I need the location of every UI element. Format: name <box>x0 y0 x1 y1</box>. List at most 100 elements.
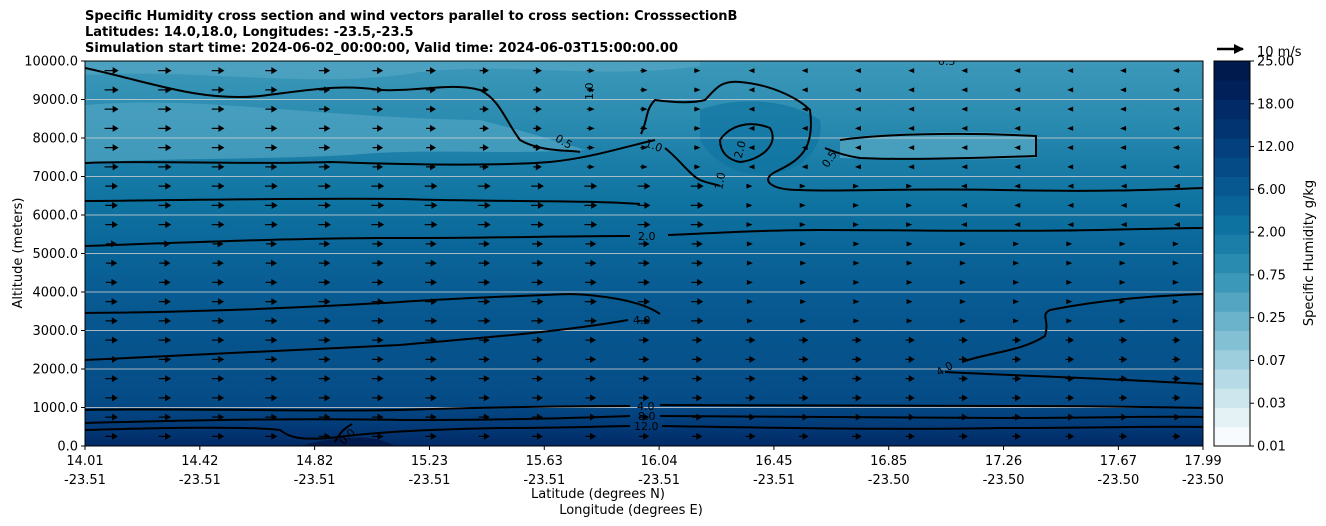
dry-layer-left <box>85 102 585 163</box>
wind-arrow-head <box>165 105 172 113</box>
wind-arrow-head <box>111 375 118 383</box>
wind-arrow-head <box>111 278 118 286</box>
wind-arrow-head <box>908 394 915 402</box>
wind-arrow-head <box>852 202 859 208</box>
wind-arrow-head <box>853 299 860 305</box>
wind-arrow-head <box>218 336 225 344</box>
wind-arrow-head <box>588 106 595 112</box>
wind-arrow-head <box>165 163 172 171</box>
wind-arrow-head <box>483 432 490 440</box>
x-tick-label-lat: 17.67 <box>1100 454 1137 469</box>
wind-arrow-head <box>218 317 225 325</box>
colorbar-level <box>1214 118 1250 139</box>
wind-arrow-head <box>961 355 968 363</box>
contour-2-0-blob <box>718 123 774 164</box>
colorbar-level <box>1214 272 1250 293</box>
wind-arrow-head <box>377 432 384 440</box>
wind-arrow-head <box>908 355 915 363</box>
wind-arrow-head <box>535 124 542 132</box>
wind-arrow-head <box>111 355 118 363</box>
wind-arrow-head <box>853 318 860 324</box>
contour-label: 1.0 <box>643 137 664 155</box>
wind-arrow-head <box>111 240 118 248</box>
contour-1-0-center <box>640 80 1203 192</box>
wind-arrow-head <box>1172 241 1179 247</box>
wind-arrow-head <box>1174 355 1181 363</box>
x-tick-label-lon: -23.51 <box>408 473 450 488</box>
wind-arrow-head <box>854 87 861 93</box>
wind-arrow-head <box>855 394 862 402</box>
wind-arrow-head <box>961 145 968 151</box>
wind-arrow-head <box>906 318 913 324</box>
wind-arrow-head <box>906 260 913 266</box>
wind-arrow-head <box>801 87 808 93</box>
wind-arrow-head <box>749 413 756 421</box>
wind-arrow-head <box>1174 394 1181 402</box>
wind-arrow-head <box>643 413 650 421</box>
wind-arrow-head <box>324 163 331 171</box>
y-tick-label: 9000.0 <box>33 93 79 108</box>
wind-arrow-head <box>324 317 331 325</box>
wind-arrow-head <box>854 145 861 151</box>
wind-arrow-head <box>112 124 119 132</box>
colorbar-tick-label: 18.00 <box>1257 97 1294 112</box>
wind-arrow-head <box>377 355 384 363</box>
wind-arrow-head <box>378 182 385 190</box>
wind-arrow-head <box>324 298 331 306</box>
wind-arrow-head <box>377 298 384 306</box>
colorbar-level <box>1214 61 1250 81</box>
wind-arrow-head <box>536 413 543 421</box>
wind-arrow-head <box>1066 318 1073 324</box>
wind-arrow-head <box>694 145 701 151</box>
wind-arrow-head <box>855 355 862 363</box>
dry-patch-right <box>840 132 1036 160</box>
wind-arrow-head <box>696 432 703 440</box>
wind-arrow-head <box>430 259 437 267</box>
wind-arrow-head <box>218 355 225 363</box>
wind-arrow-head <box>271 221 278 229</box>
wind-arrow-head <box>959 241 966 247</box>
contour-lines <box>85 67 1203 443</box>
wind-arrow-head <box>1013 241 1020 247</box>
wind-arrow-head <box>537 240 544 248</box>
x-tick-label-lat: 17.26 <box>985 454 1022 469</box>
wind-arrow-head <box>271 86 278 94</box>
wind-arrow-head <box>377 259 384 267</box>
wind-arrow-head <box>165 317 172 325</box>
wind-arrow-head <box>271 355 278 363</box>
wind-arrow-head <box>802 355 809 363</box>
x-tick-label-lat: 16.85 <box>870 454 907 469</box>
wind-arrow-head <box>697 317 704 325</box>
wind-arrow-head <box>165 394 172 402</box>
wind-arrow-head <box>1172 260 1179 266</box>
wind-arrow-head <box>430 278 437 286</box>
colorbar-level <box>1214 234 1250 254</box>
wind-arrow-head <box>906 183 913 189</box>
wind-arrow-head <box>484 182 491 190</box>
wind-arrow-head <box>483 355 490 363</box>
wind-arrow-head <box>1014 164 1021 170</box>
wind-arrow-head <box>218 182 225 190</box>
colorbar-level <box>1214 426 1250 447</box>
y-tick-label: 6000.0 <box>33 209 79 224</box>
x-tick-label-lon: -23.50 <box>983 473 1025 488</box>
wind-arrow-head <box>591 201 598 209</box>
wind-arrow-head <box>855 432 862 440</box>
wind-arrow-head <box>1121 432 1128 440</box>
contour-4-0-lower <box>85 404 1203 412</box>
wind-arrow-head <box>588 68 595 74</box>
wind-arrow-head <box>430 394 437 402</box>
wind-arrow-head <box>1120 202 1127 208</box>
wind-arrow-head <box>271 336 278 344</box>
wind-arrow-head <box>430 67 437 75</box>
x-tick-label-lon: -23.50 <box>1182 473 1224 488</box>
wind-arrow-head <box>588 145 595 151</box>
wind-arrow-head <box>271 298 278 306</box>
wind-arrow-head <box>482 163 489 171</box>
wind-arrow-head <box>377 413 384 421</box>
wind-arrow-head <box>800 260 807 266</box>
colorbar-level <box>1214 349 1250 370</box>
colorbar-ticks: 0.01 0.03 0.07 0.25 0.75 2.00 6.00 12.00 18.00 25… <box>1250 55 1294 455</box>
colorbar-level <box>1214 311 1250 331</box>
wind-arrow-head <box>588 125 595 131</box>
